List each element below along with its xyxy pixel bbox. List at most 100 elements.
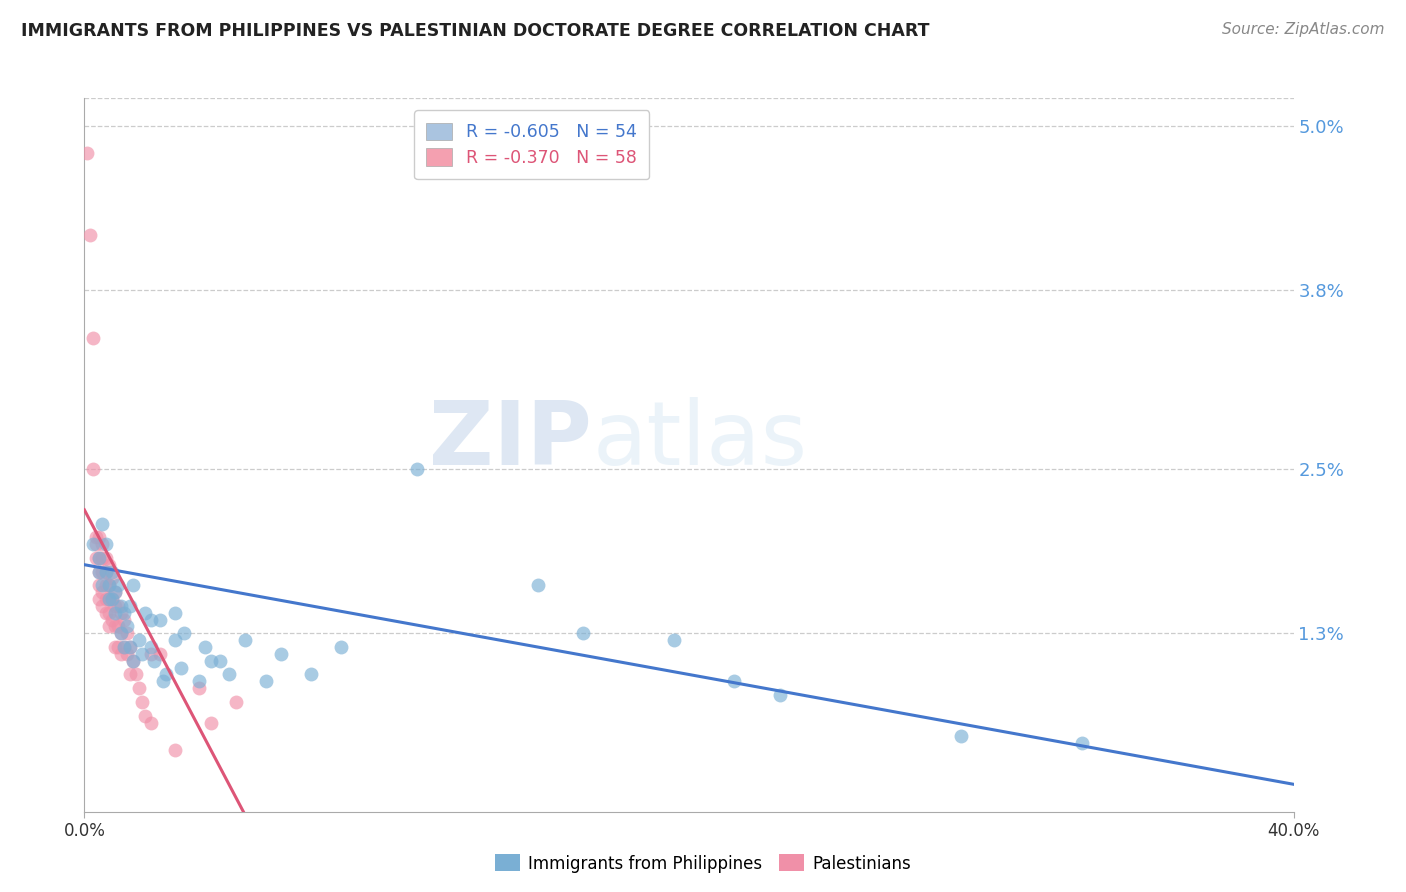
Point: [225, 695, 247, 709]
Point: [89, 550, 111, 565]
Text: Source: ZipAtlas.com: Source: ZipAtlas.com: [1222, 22, 1385, 37]
Point: [270, 647, 292, 661]
Point: [139, 640, 162, 654]
Point: [950, 729, 973, 743]
Point: [110, 647, 132, 661]
Point: [86, 537, 108, 551]
Point: [112, 640, 135, 654]
Point: [200, 654, 222, 668]
Point: [134, 708, 156, 723]
Point: [97, 592, 120, 607]
Point: [100, 592, 122, 607]
Point: [104, 640, 127, 654]
Point: [104, 585, 127, 599]
Point: [110, 606, 132, 620]
Point: [118, 667, 141, 681]
Point: [299, 667, 322, 681]
Point: [118, 599, 141, 613]
Point: [165, 743, 187, 757]
Point: [107, 578, 129, 592]
Point: [94, 565, 117, 579]
Point: [128, 633, 150, 648]
Point: [94, 550, 117, 565]
Point: [209, 654, 232, 668]
Point: [115, 647, 138, 661]
Point: [91, 565, 114, 579]
Point: [104, 599, 127, 613]
Point: [121, 654, 143, 668]
Point: [82, 331, 104, 345]
Point: [89, 530, 111, 544]
Point: [149, 613, 172, 627]
Point: [91, 599, 114, 613]
Point: [330, 640, 353, 654]
Point: [233, 633, 256, 648]
Point: [769, 688, 792, 702]
Point: [94, 537, 117, 551]
Point: [134, 606, 156, 620]
Point: [97, 558, 120, 572]
Point: [723, 674, 745, 689]
Point: [155, 667, 177, 681]
Point: [76, 146, 98, 161]
Point: [142, 654, 165, 668]
Point: [112, 606, 135, 620]
Point: [115, 619, 138, 633]
Point: [218, 667, 240, 681]
Point: [662, 633, 685, 648]
Legend: R = -0.605   N = 54, R = -0.370   N = 58: R = -0.605 N = 54, R = -0.370 N = 58: [415, 111, 650, 179]
Point: [406, 461, 429, 475]
Point: [188, 674, 211, 689]
Point: [94, 565, 117, 579]
Point: [91, 550, 114, 565]
Point: [121, 654, 143, 668]
Point: [131, 695, 153, 709]
Point: [125, 667, 148, 681]
Point: [131, 647, 153, 661]
Point: [170, 660, 193, 674]
Point: [152, 674, 174, 689]
Point: [94, 606, 117, 620]
Point: [165, 633, 187, 648]
Point: [1071, 736, 1094, 750]
Point: [149, 647, 172, 661]
Point: [94, 578, 117, 592]
Point: [97, 592, 120, 607]
Point: [110, 626, 132, 640]
Point: [89, 565, 111, 579]
Point: [527, 578, 550, 592]
Point: [91, 585, 114, 599]
Point: [115, 626, 138, 640]
Point: [104, 606, 127, 620]
Point: [112, 613, 135, 627]
Point: [89, 550, 111, 565]
Point: [110, 626, 132, 640]
Point: [118, 640, 141, 654]
Point: [100, 571, 122, 585]
Point: [254, 674, 277, 689]
Point: [139, 613, 162, 627]
Point: [89, 592, 111, 607]
Point: [107, 599, 129, 613]
Point: [118, 640, 141, 654]
Point: [97, 619, 120, 633]
Point: [86, 550, 108, 565]
Point: [91, 578, 114, 592]
Point: [165, 606, 187, 620]
Point: [94, 592, 117, 607]
Text: IMMIGRANTS FROM PHILIPPINES VS PALESTINIAN DOCTORATE DEGREE CORRELATION CHART: IMMIGRANTS FROM PHILIPPINES VS PALESTINI…: [21, 22, 929, 40]
Point: [89, 578, 111, 592]
Point: [107, 619, 129, 633]
Point: [97, 606, 120, 620]
Point: [104, 619, 127, 633]
Point: [91, 516, 114, 531]
Point: [200, 715, 222, 730]
Point: [79, 228, 101, 243]
Point: [139, 647, 162, 661]
Point: [89, 565, 111, 579]
Point: [100, 592, 122, 607]
Point: [104, 585, 127, 599]
Legend: Immigrants from Philippines, Palestinians: Immigrants from Philippines, Palestinian…: [488, 847, 918, 880]
Point: [100, 565, 122, 579]
Point: [100, 613, 122, 627]
